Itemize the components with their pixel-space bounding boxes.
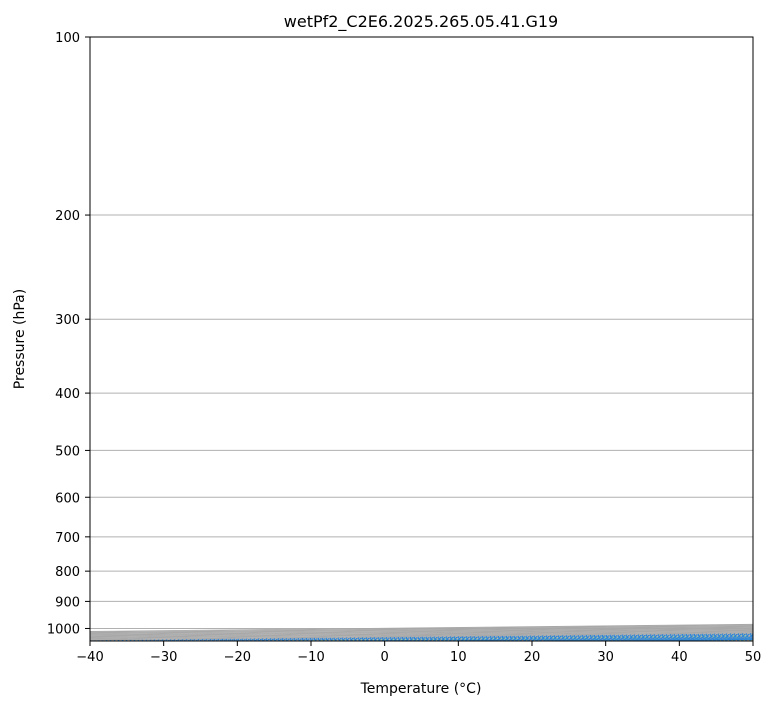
- mixing-ratio-line: [299, 635, 753, 641]
- isotherm-line: [90, 633, 753, 641]
- x-tick-label: 50: [745, 650, 762, 665]
- dry-adiabat-line: [412, 636, 753, 641]
- mixing-ratio-line: [645, 639, 753, 641]
- mixing-ratio-line: [394, 636, 753, 641]
- isotherm-line: [90, 629, 753, 638]
- mixing-ratio-line: [262, 635, 753, 641]
- mixing-ratio-line: [622, 639, 753, 641]
- isotherm-line: [237, 635, 753, 641]
- y-axis-label: Pressure (hPa): [12, 289, 28, 389]
- moist-adiabat-line: [544, 638, 753, 641]
- x-tick-label: 0: [381, 650, 389, 665]
- isotherm-line: [384, 636, 753, 641]
- moist-adiabat-line: [260, 635, 753, 641]
- moist-adiabat-line: [403, 636, 753, 641]
- x-tick-label: 30: [597, 650, 614, 665]
- plot-frame: [89, 36, 754, 642]
- y-tick-label: 900: [55, 595, 80, 610]
- dry-adiabat-line: [263, 634, 753, 641]
- background-lines: [90, 37, 753, 641]
- moist-adiabat-line: [473, 637, 753, 641]
- isotherm-line: [531, 638, 753, 641]
- x-tick-label: −10: [297, 650, 324, 665]
- mixing-ratio-line: [185, 634, 753, 641]
- isotherm-line: [679, 639, 753, 641]
- isotherm-line: [90, 632, 753, 641]
- mixing-ratio-line: [572, 638, 753, 641]
- isotherm-line: [90, 626, 753, 635]
- isotherm-line: [90, 627, 753, 636]
- isotherm-line: [752, 640, 753, 641]
- mixing-ratio-line: [522, 637, 753, 641]
- isotherm-line: [90, 627, 753, 636]
- mixing-ratio-line: [218, 634, 753, 641]
- isotherm-line: [90, 631, 753, 640]
- y-tick-label: 200: [55, 209, 80, 224]
- isotherm-line: [458, 637, 753, 641]
- x-tick-label: 10: [450, 650, 467, 665]
- mixing-ratio-line: [131, 633, 753, 641]
- mixing-ratio-line: [436, 637, 753, 641]
- x-tick-label: −20: [224, 650, 251, 665]
- mixing-ratio-line: [467, 637, 753, 641]
- mixing-ratio-line: [599, 638, 753, 641]
- x-tick-label: 20: [524, 650, 541, 665]
- dry-adiabat-line: [338, 635, 753, 641]
- dry-adiabat-line: [188, 634, 753, 641]
- x-tick-label: −30: [150, 650, 177, 665]
- moist-adiabat-line: [689, 639, 753, 641]
- isotherm-line: [605, 638, 753, 641]
- chart-title: wetPf2_C2E6.2025.265.05.41.G19: [284, 12, 558, 32]
- isotherm-line: [90, 631, 753, 640]
- y-tick-label: 700: [55, 531, 80, 546]
- isotherm-line: [90, 623, 753, 632]
- y-tick-label: 600: [55, 491, 80, 506]
- dry-adiabat-line: [711, 640, 753, 641]
- axes: −40 −30 −20 −10 0 10 20 30 40 50 100 200 300 400 500 60…: [47, 31, 761, 665]
- x-tick-label: 40: [671, 650, 688, 665]
- moist-adiabat-line: [332, 635, 753, 641]
- isotherm-line: [163, 634, 753, 641]
- dry-adiabat-line: [636, 639, 753, 641]
- mixing-ratio-line: [365, 636, 753, 641]
- isotherm-line: [90, 625, 753, 634]
- y-tick-label: 400: [55, 387, 80, 402]
- dry-adiabat-line: [562, 638, 753, 641]
- y-tick-label: 800: [55, 565, 80, 580]
- isotherm-line: [90, 624, 753, 633]
- y-tick-label: 500: [55, 444, 80, 459]
- mixing-ratio-line: [492, 637, 753, 641]
- x-tick-label: −40: [76, 650, 103, 665]
- moist-adiabat-line: [616, 639, 753, 641]
- isotherm-line: [90, 630, 753, 639]
- isotherm-line: [310, 635, 753, 641]
- mixing-ratio-line: [546, 638, 753, 641]
- mixing-ratio-line: [326, 635, 753, 641]
- isotherm-line: [90, 628, 753, 637]
- mixing-ratio-line: [90, 633, 753, 641]
- y-tick-label: 300: [55, 313, 80, 328]
- dry-adiabat-line: [114, 633, 753, 641]
- x-axis-label: Temperature (°C): [360, 681, 482, 697]
- dry-adiabat-line: [487, 637, 753, 641]
- y-tick-label: 1000: [47, 622, 80, 637]
- y-tick-label: 100: [55, 31, 80, 46]
